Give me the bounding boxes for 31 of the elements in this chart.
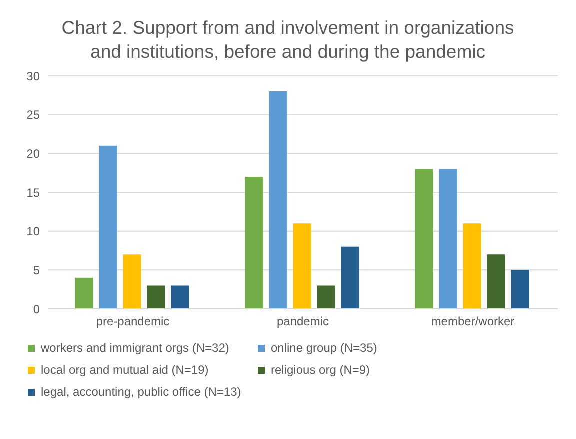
y-tick-label: 30 bbox=[26, 69, 40, 84]
y-tick-label: 0 bbox=[33, 302, 40, 316]
bar bbox=[245, 176, 264, 309]
bar bbox=[293, 224, 312, 309]
bar bbox=[147, 286, 166, 309]
bar bbox=[269, 92, 288, 309]
bar bbox=[463, 224, 482, 309]
x-tick-label: pandemic bbox=[276, 314, 330, 329]
chart-title: Chart 2. Support from and involvement in organizations and institutions, before and during the pandemic bbox=[60, 16, 516, 64]
bar bbox=[415, 169, 434, 309]
bar bbox=[171, 286, 190, 309]
bar bbox=[341, 246, 360, 309]
bar bbox=[317, 286, 336, 309]
bar bbox=[75, 278, 94, 309]
bar bbox=[487, 254, 506, 309]
x-tick-label: member/worker bbox=[431, 314, 515, 329]
legend-label: online group (N=35) bbox=[271, 341, 378, 355]
bar bbox=[439, 169, 458, 309]
legend-label: religious org (N=9) bbox=[271, 363, 370, 377]
legend-label: local org and mutual aid (N=19) bbox=[41, 363, 209, 377]
y-tick-label: 25 bbox=[26, 108, 40, 122]
x-tick-label: pre-pandemic bbox=[96, 314, 170, 329]
bar bbox=[123, 254, 142, 309]
y-tick-label: 10 bbox=[26, 224, 40, 239]
bar bbox=[511, 270, 530, 309]
y-tick-label: 20 bbox=[26, 146, 40, 161]
y-tick-label: 15 bbox=[26, 186, 40, 200]
y-tick-label: 5 bbox=[33, 263, 40, 278]
legend-label: legal, accounting, public office (N=13) bbox=[41, 385, 242, 399]
bar bbox=[99, 146, 118, 309]
legend-label: workers and immigrant orgs (N=32) bbox=[41, 341, 230, 355]
